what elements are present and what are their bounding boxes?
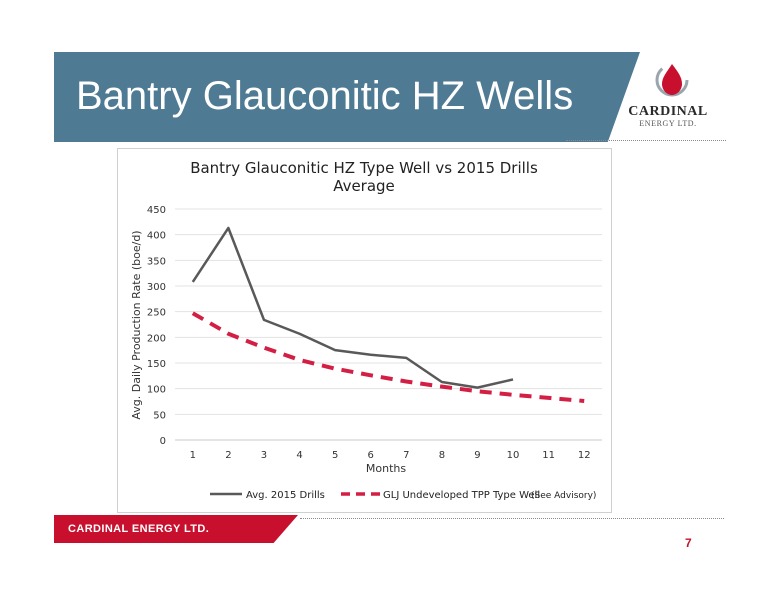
cardinal-logo (655, 63, 689, 97)
series-lines (191, 226, 585, 403)
y-tick-label-300: 300 (147, 282, 166, 293)
logo-flame-icon (662, 64, 682, 95)
footer-divider (300, 518, 724, 519)
x-tick-label-12: 12 (578, 450, 591, 461)
chart-title-line-1: Bantry Glauconitic HZ Type Well vs 2015 … (190, 159, 538, 177)
y-tick-label-450: 450 (147, 205, 166, 216)
title-divider (566, 140, 726, 141)
logo-name: CARDINAL (628, 104, 708, 119)
chart-container: Bantry Glauconitic HZ Type Well vs 2015 … (117, 148, 612, 513)
x-axis-label: Months (366, 462, 406, 475)
series-line-type-well (191, 311, 585, 403)
x-tick-label-11: 11 (542, 450, 555, 461)
x-tick-label-10: 10 (507, 450, 520, 461)
y-tick-label-250: 250 (147, 308, 166, 319)
production-chart: Bantry Glauconitic HZ Type Well vs 2015 … (130, 159, 602, 501)
legend-label-drills: Avg. 2015 Drills (246, 490, 325, 501)
chart-title-line-2: Average (333, 177, 395, 195)
y-tick-label-50: 50 (153, 410, 166, 421)
x-tick-label-7: 7 (403, 450, 409, 461)
x-axis-ticks: 1 2 3 4 5 6 7 8 9 10 11 12 (190, 450, 591, 461)
y-tick-label-400: 400 (147, 231, 166, 242)
y-axis-label: Avg. Daily Production Rate (boe/d) (130, 230, 143, 419)
legend-note: (See Advisory) (531, 491, 596, 501)
y-tick-label-0: 0 (160, 436, 166, 447)
y-tick-label-200: 200 (147, 333, 166, 344)
x-tick-label-3: 3 (261, 450, 267, 461)
legend: Avg. 2015 Drills GLJ Undeveloped TPP Typ… (210, 490, 596, 501)
y-tick-label-350: 350 (147, 256, 166, 267)
legend-label-type-well: GLJ Undeveloped TPP Type Well (383, 490, 540, 501)
footer-bar: CARDINAL ENERGY LTD. (54, 515, 298, 543)
series-line-2015-drills (191, 226, 514, 389)
x-tick-label-9: 9 (474, 450, 480, 461)
x-tick-label-6: 6 (368, 450, 374, 461)
footer-company-name: CARDINAL ENERGY LTD. (68, 523, 210, 535)
y-tick-label-100: 100 (147, 385, 166, 396)
slide-title: Bantry Glauconitic HZ Wells (76, 74, 574, 118)
x-tick-label-2: 2 (225, 450, 231, 461)
x-tick-label-4: 4 (296, 450, 302, 461)
y-axis-ticks: 0 50 100 150 200 250 300 350 400 450 (147, 205, 166, 447)
x-tick-label-8: 8 (439, 450, 445, 461)
x-tick-label-1: 1 (190, 450, 196, 461)
logo-subtitle: ENERGY LTD. (639, 119, 697, 128)
x-tick-label-5: 5 (332, 450, 338, 461)
title-banner: Bantry Glauconitic HZ Wells (54, 52, 640, 142)
page-number: 7 (685, 536, 692, 550)
y-tick-label-150: 150 (147, 359, 166, 370)
gridlines (175, 208, 602, 441)
